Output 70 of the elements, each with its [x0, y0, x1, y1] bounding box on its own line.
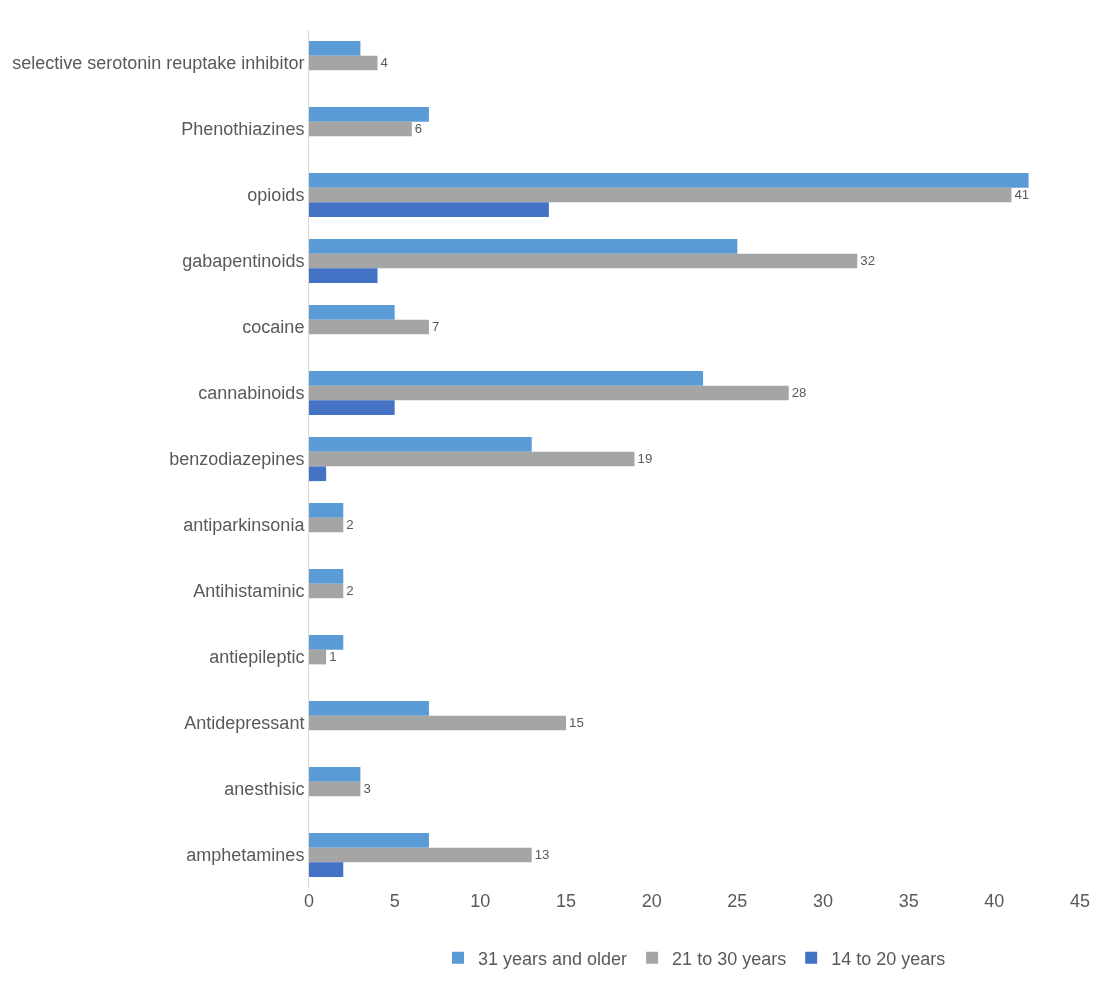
bar: [309, 634, 344, 650]
x-tick-label: 0: [303, 891, 315, 911]
bar: [309, 55, 378, 71]
legend-label: 14 to 20 years: [831, 948, 946, 969]
bar: [309, 106, 429, 122]
y-tick-label: opioids: [247, 185, 305, 206]
bar: [309, 466, 327, 482]
x-tick-label: 15: [555, 891, 577, 911]
bar: [309, 238, 738, 254]
data-label: 7: [431, 319, 440, 335]
bar: [309, 202, 549, 218]
x-tick-label: 35: [898, 891, 919, 911]
y-tick-label: antiepileptic: [209, 647, 305, 668]
data-label: 1: [329, 649, 337, 665]
bar: [309, 436, 532, 452]
y-tick-label: cannabinoids: [198, 383, 305, 404]
data-label: 2: [346, 583, 354, 599]
bar: [309, 319, 429, 335]
data-label: 41: [1014, 187, 1030, 203]
data-label: 15: [569, 715, 584, 731]
data-label: 3: [363, 781, 371, 797]
bar: [309, 172, 1029, 188]
y-tick-label: benzodiazepines: [169, 449, 305, 470]
bar: [309, 451, 635, 467]
data-label: 28: [791, 385, 807, 401]
bar: [309, 370, 704, 386]
bar: [309, 781, 361, 797]
bar: [309, 766, 361, 782]
y-tick-label: gabapentinoids: [182, 251, 305, 272]
bar: [309, 862, 344, 878]
x-tick-label: 20: [641, 891, 662, 911]
bar: [309, 304, 395, 320]
bar: [309, 268, 378, 284]
data-label: 2: [346, 517, 354, 533]
bar: [309, 700, 429, 716]
x-tick-label: 25: [727, 891, 748, 911]
bar: [309, 832, 429, 848]
x-tick-label: 30: [812, 891, 834, 911]
bar: [309, 121, 412, 137]
bar: [309, 715, 566, 731]
x-tick-label: 40: [984, 891, 1005, 911]
bar: [309, 502, 344, 518]
bar: [309, 385, 789, 401]
y-tick-label: Antihistaminic: [193, 581, 305, 602]
bar: [309, 568, 344, 584]
x-tick-label: 10: [470, 891, 491, 911]
legend-label: 31 years and older: [478, 948, 628, 969]
bar: [309, 649, 327, 665]
bar: [309, 583, 344, 599]
x-tick-label: 45: [1069, 891, 1091, 911]
legend-label: 21 to 30 years: [672, 948, 787, 969]
data-label: 13: [534, 847, 550, 863]
bar: [309, 517, 344, 533]
bar: [309, 40, 361, 56]
y-tick-label: anesthisic: [224, 779, 305, 800]
bar: [309, 400, 395, 416]
y-tick-label: amphetamines: [186, 845, 305, 866]
data-label: 32: [860, 253, 876, 269]
data-label: 19: [637, 451, 653, 467]
data-label: 6: [414, 121, 423, 137]
x-tick-label: 5: [389, 891, 400, 911]
bar: [309, 847, 532, 863]
y-tick-label: cocaine: [242, 317, 305, 338]
data-label: 4: [380, 55, 388, 71]
y-tick-label: Phenothiazines: [181, 119, 305, 140]
y-tick-label: antiparkinsonia: [183, 515, 306, 536]
bar: [309, 253, 858, 269]
bar: [309, 187, 1012, 203]
y-tick-label: selective serotonin reuptake inhibitor: [12, 53, 305, 74]
y-tick-label: Antidepressant: [184, 713, 305, 734]
